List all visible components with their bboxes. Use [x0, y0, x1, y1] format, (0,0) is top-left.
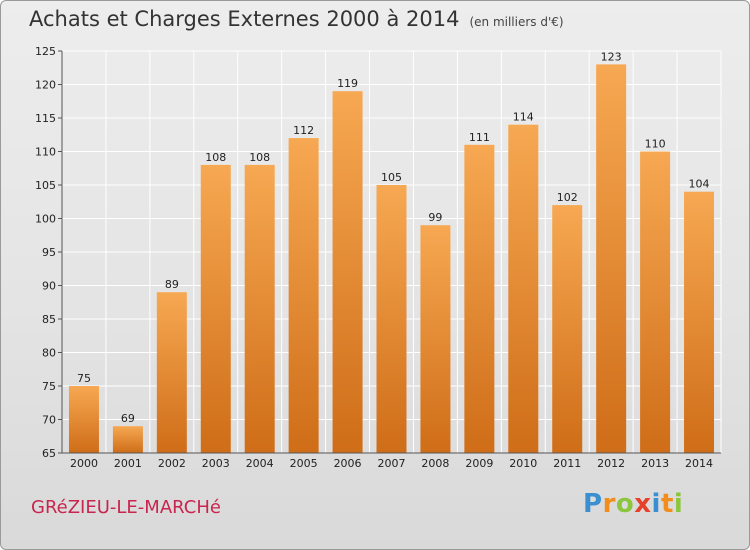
x-tick-label: 2009 — [465, 457, 493, 470]
y-tick-label: 110 — [35, 146, 56, 159]
x-tick-label: 2002 — [158, 457, 186, 470]
x-tick-label: 2007 — [378, 457, 406, 470]
bar — [552, 205, 583, 453]
axes: 65 70 75 80 85 90 95 100 105 110 115 120 125 2000 2001… — [35, 45, 721, 470]
x-tick-label: 2001 — [114, 457, 142, 470]
bar — [464, 144, 495, 454]
y-tick-label: 85 — [42, 313, 56, 326]
x-tick-label: 2013 — [641, 457, 669, 470]
bar — [244, 164, 275, 453]
data-label: 112 — [293, 124, 314, 137]
logo-letter: i — [651, 489, 661, 519]
y-tick-label: 70 — [42, 414, 56, 427]
title-text: Achats et Charges Externes 2000 à 2014 — [29, 7, 460, 31]
bar — [376, 185, 407, 453]
y-tick-label: 100 — [35, 213, 56, 226]
logo-letter: t — [660, 489, 674, 519]
logo-letter: o — [615, 489, 635, 519]
bars — [68, 64, 715, 454]
bar — [288, 138, 319, 453]
data-label: 110 — [645, 138, 666, 151]
bar — [684, 191, 715, 453]
x-tick-label: 2014 — [685, 457, 713, 470]
y-tick-label: 120 — [35, 79, 56, 92]
y-tick-label: 65 — [42, 447, 56, 460]
x-tick-label: 2012 — [597, 457, 625, 470]
data-label: 104 — [689, 178, 710, 191]
x-tick-label: 2003 — [202, 457, 230, 470]
y-tick-label: 95 — [42, 246, 56, 259]
y-tick-label: 80 — [42, 347, 56, 360]
chart-subtitle: (en milliers d'€) — [469, 15, 564, 29]
bar — [156, 292, 187, 453]
data-label: 108 — [249, 151, 270, 164]
logo-letter: x — [634, 489, 652, 519]
data-label: 123 — [601, 50, 622, 63]
y-tick-label: 105 — [35, 179, 56, 192]
chart-title: Achats et Charges Externes 2000 à 2014 (e… — [29, 7, 564, 31]
x-tick-label: 2010 — [509, 457, 537, 470]
data-label: 111 — [469, 131, 490, 144]
x-tick-label: 2006 — [334, 457, 362, 470]
x-tick-label: 2004 — [246, 457, 274, 470]
bar — [112, 426, 143, 453]
data-label: 114 — [513, 111, 534, 124]
bar — [508, 124, 539, 453]
y-tick-label: 115 — [35, 112, 56, 125]
data-label: 102 — [557, 191, 578, 204]
data-labels: 75 69 89 108 108 112 119 105 99 111 114 102 123 110 10… — [77, 50, 710, 425]
logo-letter: P — [583, 489, 603, 519]
data-label: 119 — [337, 77, 358, 90]
y-tick-label: 90 — [42, 280, 56, 293]
bar — [332, 91, 363, 453]
data-label: 99 — [428, 211, 442, 224]
y-tick-label: 75 — [42, 380, 56, 393]
commune-name: GRéZIEU-LE-MARCHé — [31, 497, 221, 518]
y-tick-label: 125 — [35, 45, 56, 58]
data-label: 105 — [381, 171, 402, 184]
proxiti-logo: Proxiti — [583, 489, 683, 519]
logo-letter: r — [602, 489, 616, 519]
data-label: 108 — [205, 151, 226, 164]
bar — [200, 164, 231, 453]
x-tick-label: 2000 — [70, 457, 98, 470]
bar — [640, 151, 671, 453]
bar — [420, 225, 451, 453]
logo-letter: i — [673, 489, 684, 519]
data-label: 75 — [77, 372, 91, 385]
data-label: 69 — [121, 412, 135, 425]
bar — [596, 64, 627, 454]
x-tick-label: 2011 — [553, 457, 581, 470]
x-tick-label: 2008 — [421, 457, 449, 470]
data-label: 89 — [165, 278, 179, 291]
bar — [68, 386, 99, 453]
x-tick-label: 2005 — [290, 457, 318, 470]
